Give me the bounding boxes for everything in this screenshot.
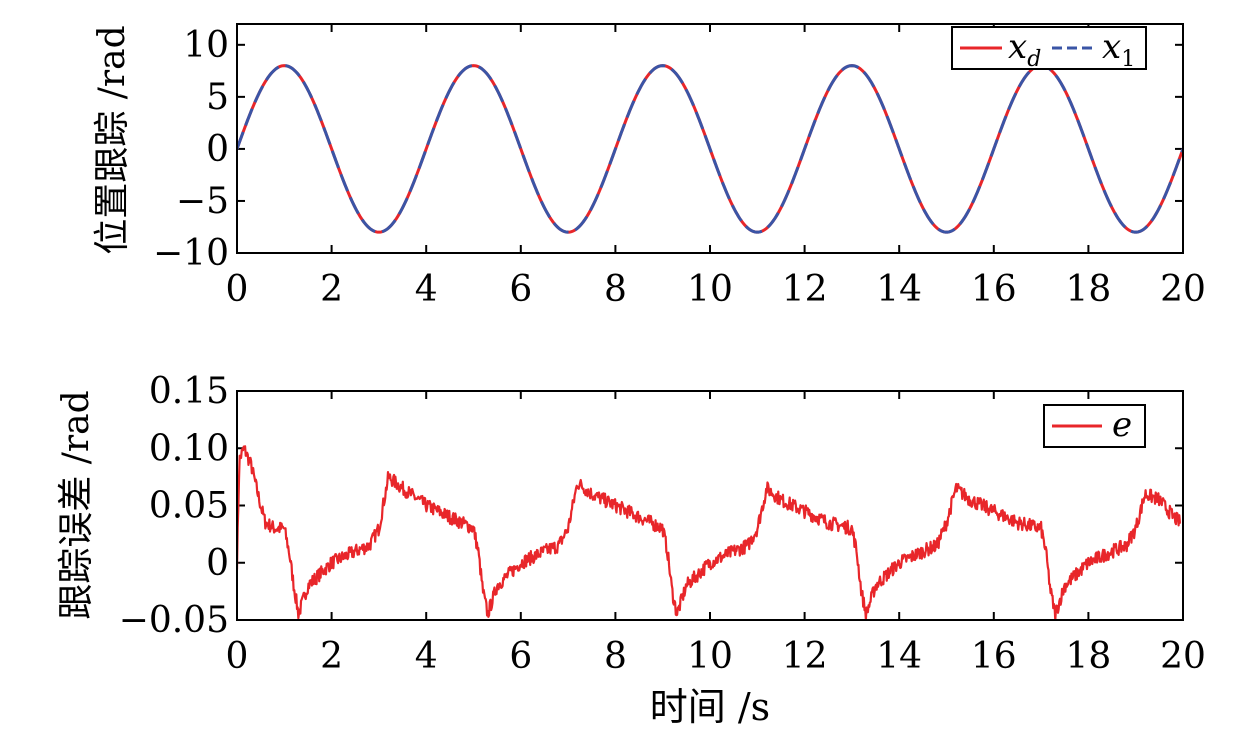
x-tick-label: 4 — [415, 269, 438, 310]
x-tick-label: 4 — [415, 636, 438, 677]
y-tick-label: −5 — [176, 181, 229, 222]
x-tick-label: 10 — [687, 636, 733, 677]
x-tick-label: 0 — [226, 269, 249, 310]
x-tick-label: 12 — [782, 636, 828, 677]
top-legend: xd x1 — [951, 26, 1147, 72]
x-tick-label: 20 — [1160, 636, 1206, 677]
x-tick-label: 6 — [509, 269, 532, 310]
x-tick-label: 8 — [604, 636, 627, 677]
x-tick-label: 12 — [782, 269, 828, 310]
x-tick-label: 18 — [1065, 269, 1111, 310]
bottom-panel: 0 2 4 6 8 10 12 14 16 18 20 0.150.100.050−0.05 跟踪误… — [56, 371, 1206, 729]
top-y-axis-label: 位置跟踪 /rad — [92, 25, 133, 254]
y-tick-label: 0.10 — [149, 428, 229, 469]
y-tick-label: 0 — [206, 129, 229, 170]
series-line-e — [237, 445, 1182, 620]
y-tick-label: 0 — [206, 543, 229, 584]
x-tick-label: 20 — [1160, 269, 1206, 310]
bottom-axes-box — [236, 390, 1184, 621]
legend-label-e: e — [1112, 405, 1132, 445]
y-tick-label: −10 — [153, 233, 229, 274]
x-tick-label: 0 — [226, 636, 249, 677]
top-panel: 0 2 4 6 8 10 12 14 16 18 20 10 5 0 −5 −10 位置跟踪 /rad xd… — [92, 23, 1206, 310]
y-tick-label: 5 — [206, 77, 229, 118]
x-tick-label: 18 — [1065, 636, 1111, 677]
bottom-y-tick-labels: 0.15 0.10 0.05 0 −0.05 — [119, 371, 229, 641]
bottom-legend: e — [1043, 404, 1146, 448]
series-line-x1 — [237, 64, 1183, 234]
y-tick-label: 0.15 — [149, 371, 229, 412]
x-tick-label: 2 — [320, 269, 343, 310]
top-x-tick-labels: 0 2 4 6 8 10 12 14 16 18 20 — [226, 269, 1206, 310]
y-tick-label: −0.05 — [119, 600, 229, 641]
bottom-y-axis-label: 跟踪误差 /rad — [56, 390, 97, 619]
x-tick-label: 14 — [876, 636, 922, 677]
x-tick-label: 2 — [320, 636, 343, 677]
top-axes-box — [236, 23, 1184, 254]
x-tick-label: 14 — [876, 269, 922, 310]
x-tick-label: 6 — [509, 636, 532, 677]
bottom-x-axis-label: 时间 /s — [650, 685, 770, 729]
x-tick-label: 16 — [971, 269, 1017, 310]
y-tick-label: 10 — [183, 25, 229, 66]
top-y-tick-labels: 10 5 0 −5 −10 — [153, 25, 229, 274]
x-tick-label: 10 — [687, 269, 733, 310]
bottom-x-tick-labels: 0 2 4 6 8 10 12 14 16 18 20 — [226, 636, 1206, 677]
x-tick-label: 8 — [604, 269, 627, 310]
y-tick-label: 0.05 — [149, 486, 229, 527]
x-tick-label: 16 — [971, 636, 1017, 677]
bottom-tick-marks — [236, 390, 1184, 621]
